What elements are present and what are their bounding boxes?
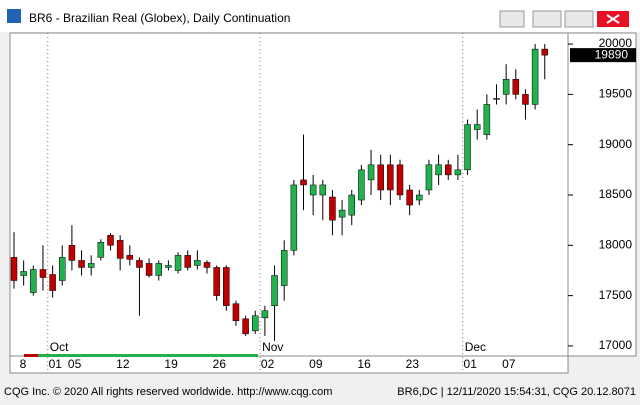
scroll-bar-red bbox=[24, 354, 38, 357]
candle-body bbox=[300, 179, 307, 186]
y-tick-label: 19000 bbox=[599, 137, 633, 151]
candle-body bbox=[155, 263, 162, 276]
candle-body bbox=[49, 274, 56, 291]
candle-body bbox=[261, 310, 269, 319]
candle-body bbox=[136, 260, 143, 268]
candle-body bbox=[541, 48, 548, 56]
x-tick-label: 16 bbox=[357, 357, 371, 371]
y-tick-label: 17000 bbox=[599, 338, 633, 352]
candle-body bbox=[502, 79, 510, 95]
candle-body bbox=[20, 271, 27, 276]
month-label: Dec bbox=[465, 340, 486, 354]
candle-body bbox=[252, 315, 259, 332]
x-tick-label: 8 bbox=[20, 357, 27, 371]
date-axis bbox=[9, 355, 569, 374]
x-tick-label: 19 bbox=[164, 357, 178, 371]
candle-body bbox=[116, 240, 124, 259]
close-icon bbox=[606, 14, 620, 24]
candle-body bbox=[107, 235, 114, 246]
candle-body bbox=[78, 260, 85, 268]
candle-body bbox=[203, 262, 211, 268]
candle-body bbox=[126, 255, 134, 260]
x-tick-label: 01 bbox=[464, 357, 478, 371]
candle-body bbox=[531, 48, 539, 105]
candle-body bbox=[522, 94, 529, 105]
x-tick-label: 01 bbox=[49, 357, 63, 371]
candle-body bbox=[445, 164, 452, 176]
candle-body bbox=[329, 196, 336, 221]
candle-body bbox=[184, 255, 191, 268]
candle-body bbox=[232, 303, 240, 322]
candle-body bbox=[174, 255, 182, 271]
candle-body bbox=[165, 265, 172, 268]
y-tick-label: 18500 bbox=[599, 187, 633, 201]
x-tick-label: 23 bbox=[406, 357, 420, 371]
plot-area bbox=[9, 32, 569, 357]
candle-body bbox=[309, 184, 317, 196]
candle-body bbox=[271, 275, 278, 306]
candle-body bbox=[242, 318, 249, 335]
chart: 17000 17500 18000 18500 19000 19500 20000 8 01 Oc… bbox=[10, 33, 636, 372]
app-icon bbox=[7, 9, 21, 23]
x-tick-label: 26 bbox=[213, 357, 227, 371]
month-label: Oct bbox=[50, 340, 69, 354]
candle-body bbox=[358, 169, 365, 201]
candle-body bbox=[213, 267, 220, 296]
minimize-button[interactable] bbox=[532, 10, 562, 28]
candle-body bbox=[97, 242, 105, 258]
candle-body bbox=[435, 164, 442, 176]
candle-body bbox=[464, 124, 471, 171]
x-tick-label: 09 bbox=[309, 357, 323, 371]
candle-body bbox=[223, 267, 230, 306]
x-tick-label: 05 bbox=[68, 357, 82, 371]
candle-body bbox=[473, 124, 481, 130]
candle-body bbox=[406, 189, 413, 206]
candle-body bbox=[493, 98, 500, 100]
y-tick-label: 17500 bbox=[599, 288, 633, 302]
x-tick-label: 07 bbox=[502, 357, 516, 371]
candle-body bbox=[290, 184, 298, 251]
candle-body bbox=[280, 250, 288, 286]
candle-body bbox=[145, 263, 153, 276]
x-tick-label: 02 bbox=[261, 357, 275, 371]
footer-right: BR6,DC | 12/11/2020 15:54:31, CQG 20.12.… bbox=[397, 386, 636, 398]
x-tick-label: 12 bbox=[116, 357, 130, 371]
candle-body bbox=[10, 257, 18, 281]
candle-body bbox=[59, 257, 66, 281]
month-label: Nov bbox=[262, 340, 283, 354]
y-tick-label: 19500 bbox=[599, 87, 633, 101]
candle-body bbox=[387, 164, 394, 191]
candle-body bbox=[416, 194, 423, 201]
candle-body bbox=[87, 263, 95, 268]
candle-body bbox=[194, 260, 201, 266]
candle-body bbox=[425, 164, 433, 191]
candle-body bbox=[377, 164, 384, 191]
last-price-label: 19890 bbox=[595, 47, 629, 61]
candle-body bbox=[338, 209, 346, 218]
candle-body bbox=[367, 164, 375, 181]
window-title: BR6 - Brazilian Real (Globex), Daily Con… bbox=[29, 11, 290, 25]
price-axis bbox=[567, 32, 637, 357]
candle-body bbox=[454, 169, 462, 176]
pin-button[interactable] bbox=[499, 10, 525, 28]
candle-body bbox=[396, 164, 404, 196]
y-tick-label: 18000 bbox=[599, 237, 633, 251]
y-tick-label: 20000 bbox=[599, 36, 633, 50]
footer-left: CQG Inc. © 2020 All rights reserved worl… bbox=[4, 386, 332, 398]
candle-body bbox=[39, 269, 47, 278]
candle-body bbox=[483, 104, 491, 135]
candle-body bbox=[30, 269, 37, 293]
candle-body bbox=[319, 184, 327, 196]
candle-body bbox=[68, 245, 76, 261]
maximize-button[interactable] bbox=[564, 10, 594, 28]
candle-body bbox=[348, 194, 355, 216]
scroll-bar-green bbox=[38, 354, 258, 357]
candle-body bbox=[512, 79, 520, 95]
last-price-box bbox=[570, 48, 636, 63]
